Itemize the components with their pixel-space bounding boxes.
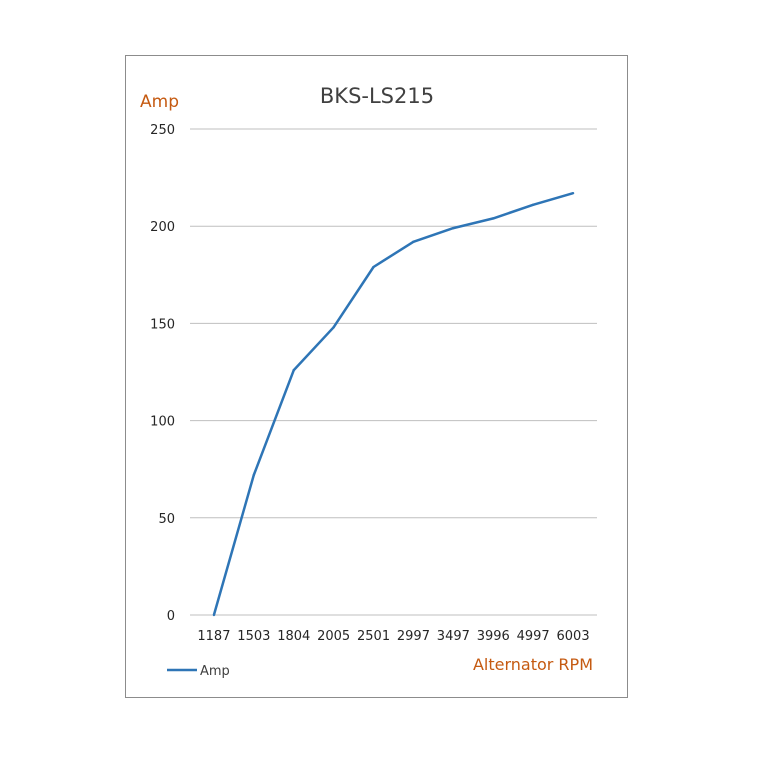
data-point xyxy=(292,368,295,372)
chart-frame xyxy=(125,55,628,698)
chart-title: BKS-LS215 xyxy=(320,84,434,108)
data-point xyxy=(531,203,535,207)
x-tick-label: 3996 xyxy=(477,629,510,644)
x-tick-label: 4997 xyxy=(517,629,550,644)
series-lines xyxy=(212,191,575,617)
y-tick-label: 100 xyxy=(150,415,175,430)
legend: Amp xyxy=(167,664,230,679)
data-point xyxy=(252,473,256,477)
x-tick-labels: 1187 1503 1804 2005 2501 2997 3497 3996 4997 6003 xyxy=(197,629,589,644)
x-axis-title: Alternator RPM xyxy=(473,655,593,674)
x-tick-label: 1503 xyxy=(237,629,270,644)
data-point xyxy=(332,326,335,329)
x-tick-label: 1187 xyxy=(197,629,230,644)
x-tick-label: 2501 xyxy=(357,629,390,644)
y-tick-labels: 0 50 100 150 200 250 xyxy=(150,123,175,624)
y-tick-label: 150 xyxy=(150,317,175,332)
data-point xyxy=(571,191,575,195)
x-tick-label: 3497 xyxy=(437,629,470,644)
y-tick-label: 200 xyxy=(150,220,175,235)
y-tick-label: 50 xyxy=(158,512,175,527)
y-tick-label: 250 xyxy=(150,123,175,138)
y-axis-title: Amp xyxy=(140,92,179,112)
gridlines xyxy=(190,128,597,616)
x-tick-label: 1804 xyxy=(277,629,310,644)
y-tick-label: 0 xyxy=(167,609,175,624)
series-line-amp xyxy=(212,191,574,616)
legend-label: Amp xyxy=(200,664,230,679)
x-tick-label: 6003 xyxy=(557,629,590,644)
data-point xyxy=(212,613,216,617)
data-point xyxy=(452,226,455,230)
data-point xyxy=(412,240,415,243)
data-point xyxy=(492,217,495,220)
data-point xyxy=(372,265,375,269)
x-tick-label: 2005 xyxy=(317,629,350,644)
x-tick-label: 2997 xyxy=(397,629,430,644)
